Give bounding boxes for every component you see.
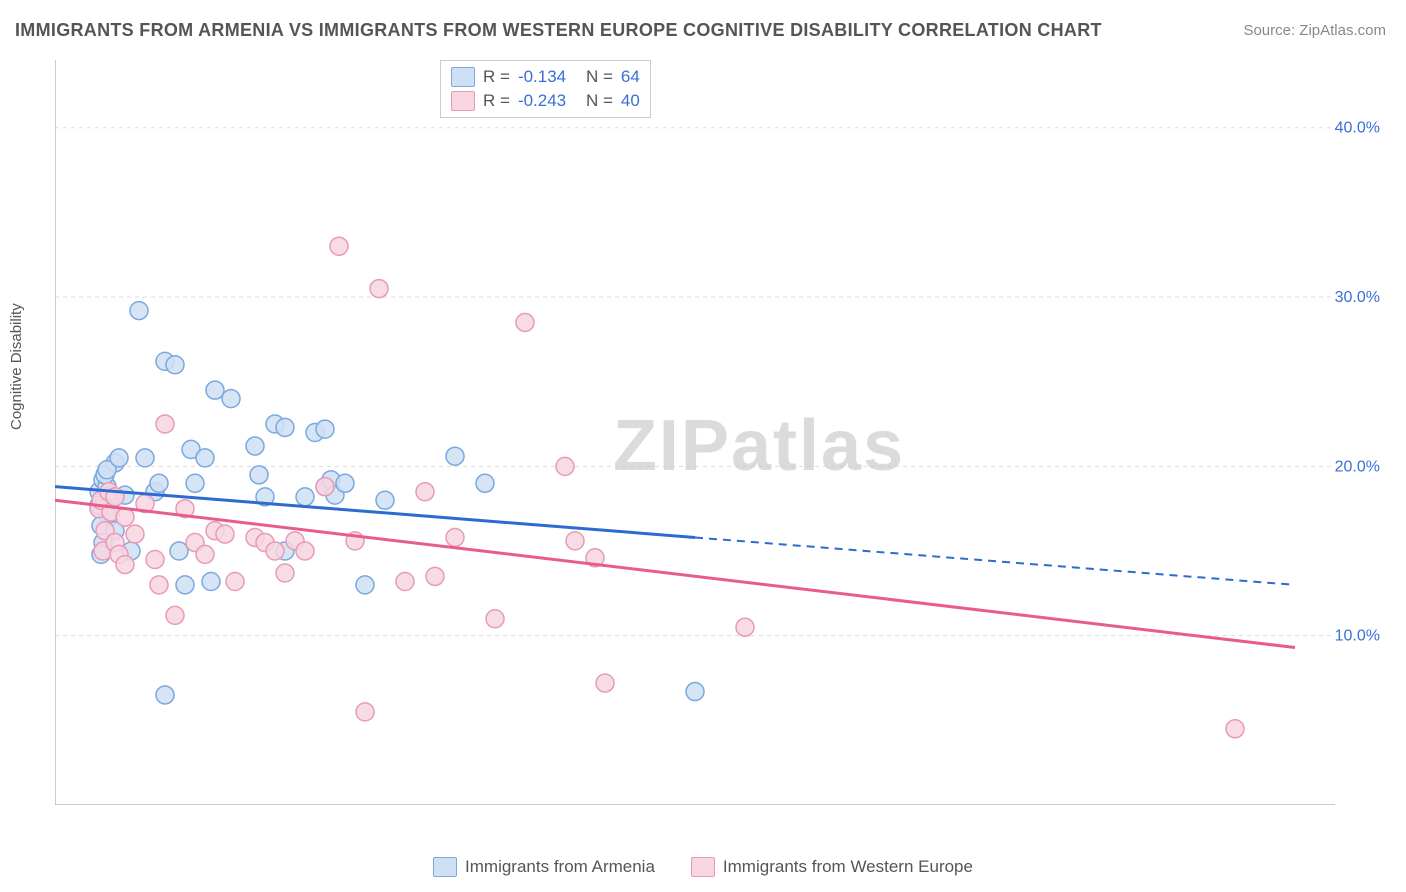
svg-text:ZIPatlas: ZIPatlas <box>613 406 905 486</box>
r-label: R = <box>483 67 510 87</box>
svg-text:40.0%: 40.0% <box>1335 120 1380 137</box>
chart-title: IMMIGRANTS FROM ARMENIA VS IMMIGRANTS FR… <box>15 20 1102 41</box>
legend-swatch <box>691 857 715 877</box>
r-value: -0.134 <box>518 67 578 87</box>
svg-text:20.0%: 20.0% <box>1335 458 1380 475</box>
series-legend: Immigrants from Armenia Immigrants from W… <box>0 857 1406 882</box>
legend-item: Immigrants from Armenia <box>433 857 655 877</box>
legend-row: R = -0.134 N = 64 <box>451 65 640 89</box>
n-value: 64 <box>621 67 640 87</box>
chart-area: 10.0%20.0%30.0%40.0%ZIPatlas0.0%60.0% <box>55 60 1385 805</box>
r-label: R = <box>483 91 510 111</box>
svg-text:10.0%: 10.0% <box>1335 628 1380 645</box>
y-axis-label: Cognitive Disability <box>8 303 25 430</box>
n-label: N = <box>586 67 613 87</box>
scatter-chart: 10.0%20.0%30.0%40.0%ZIPatlas0.0%60.0% <box>55 60 1385 805</box>
legend-swatch <box>433 857 457 877</box>
correlation-legend: R = -0.134 N = 64 R = -0.243 N = 40 <box>440 60 651 118</box>
source-label: Source: ZipAtlas.com <box>1243 22 1386 39</box>
legend-item: Immigrants from Western Europe <box>691 857 973 877</box>
legend-label: Immigrants from Western Europe <box>723 857 973 877</box>
legend-swatch <box>451 91 475 111</box>
n-value: 40 <box>621 91 640 111</box>
n-label: N = <box>586 91 613 111</box>
legend-label: Immigrants from Armenia <box>465 857 655 877</box>
legend-swatch <box>451 67 475 87</box>
r-value: -0.243 <box>518 91 578 111</box>
svg-text:30.0%: 30.0% <box>1335 289 1380 306</box>
legend-row: R = -0.243 N = 40 <box>451 89 640 113</box>
